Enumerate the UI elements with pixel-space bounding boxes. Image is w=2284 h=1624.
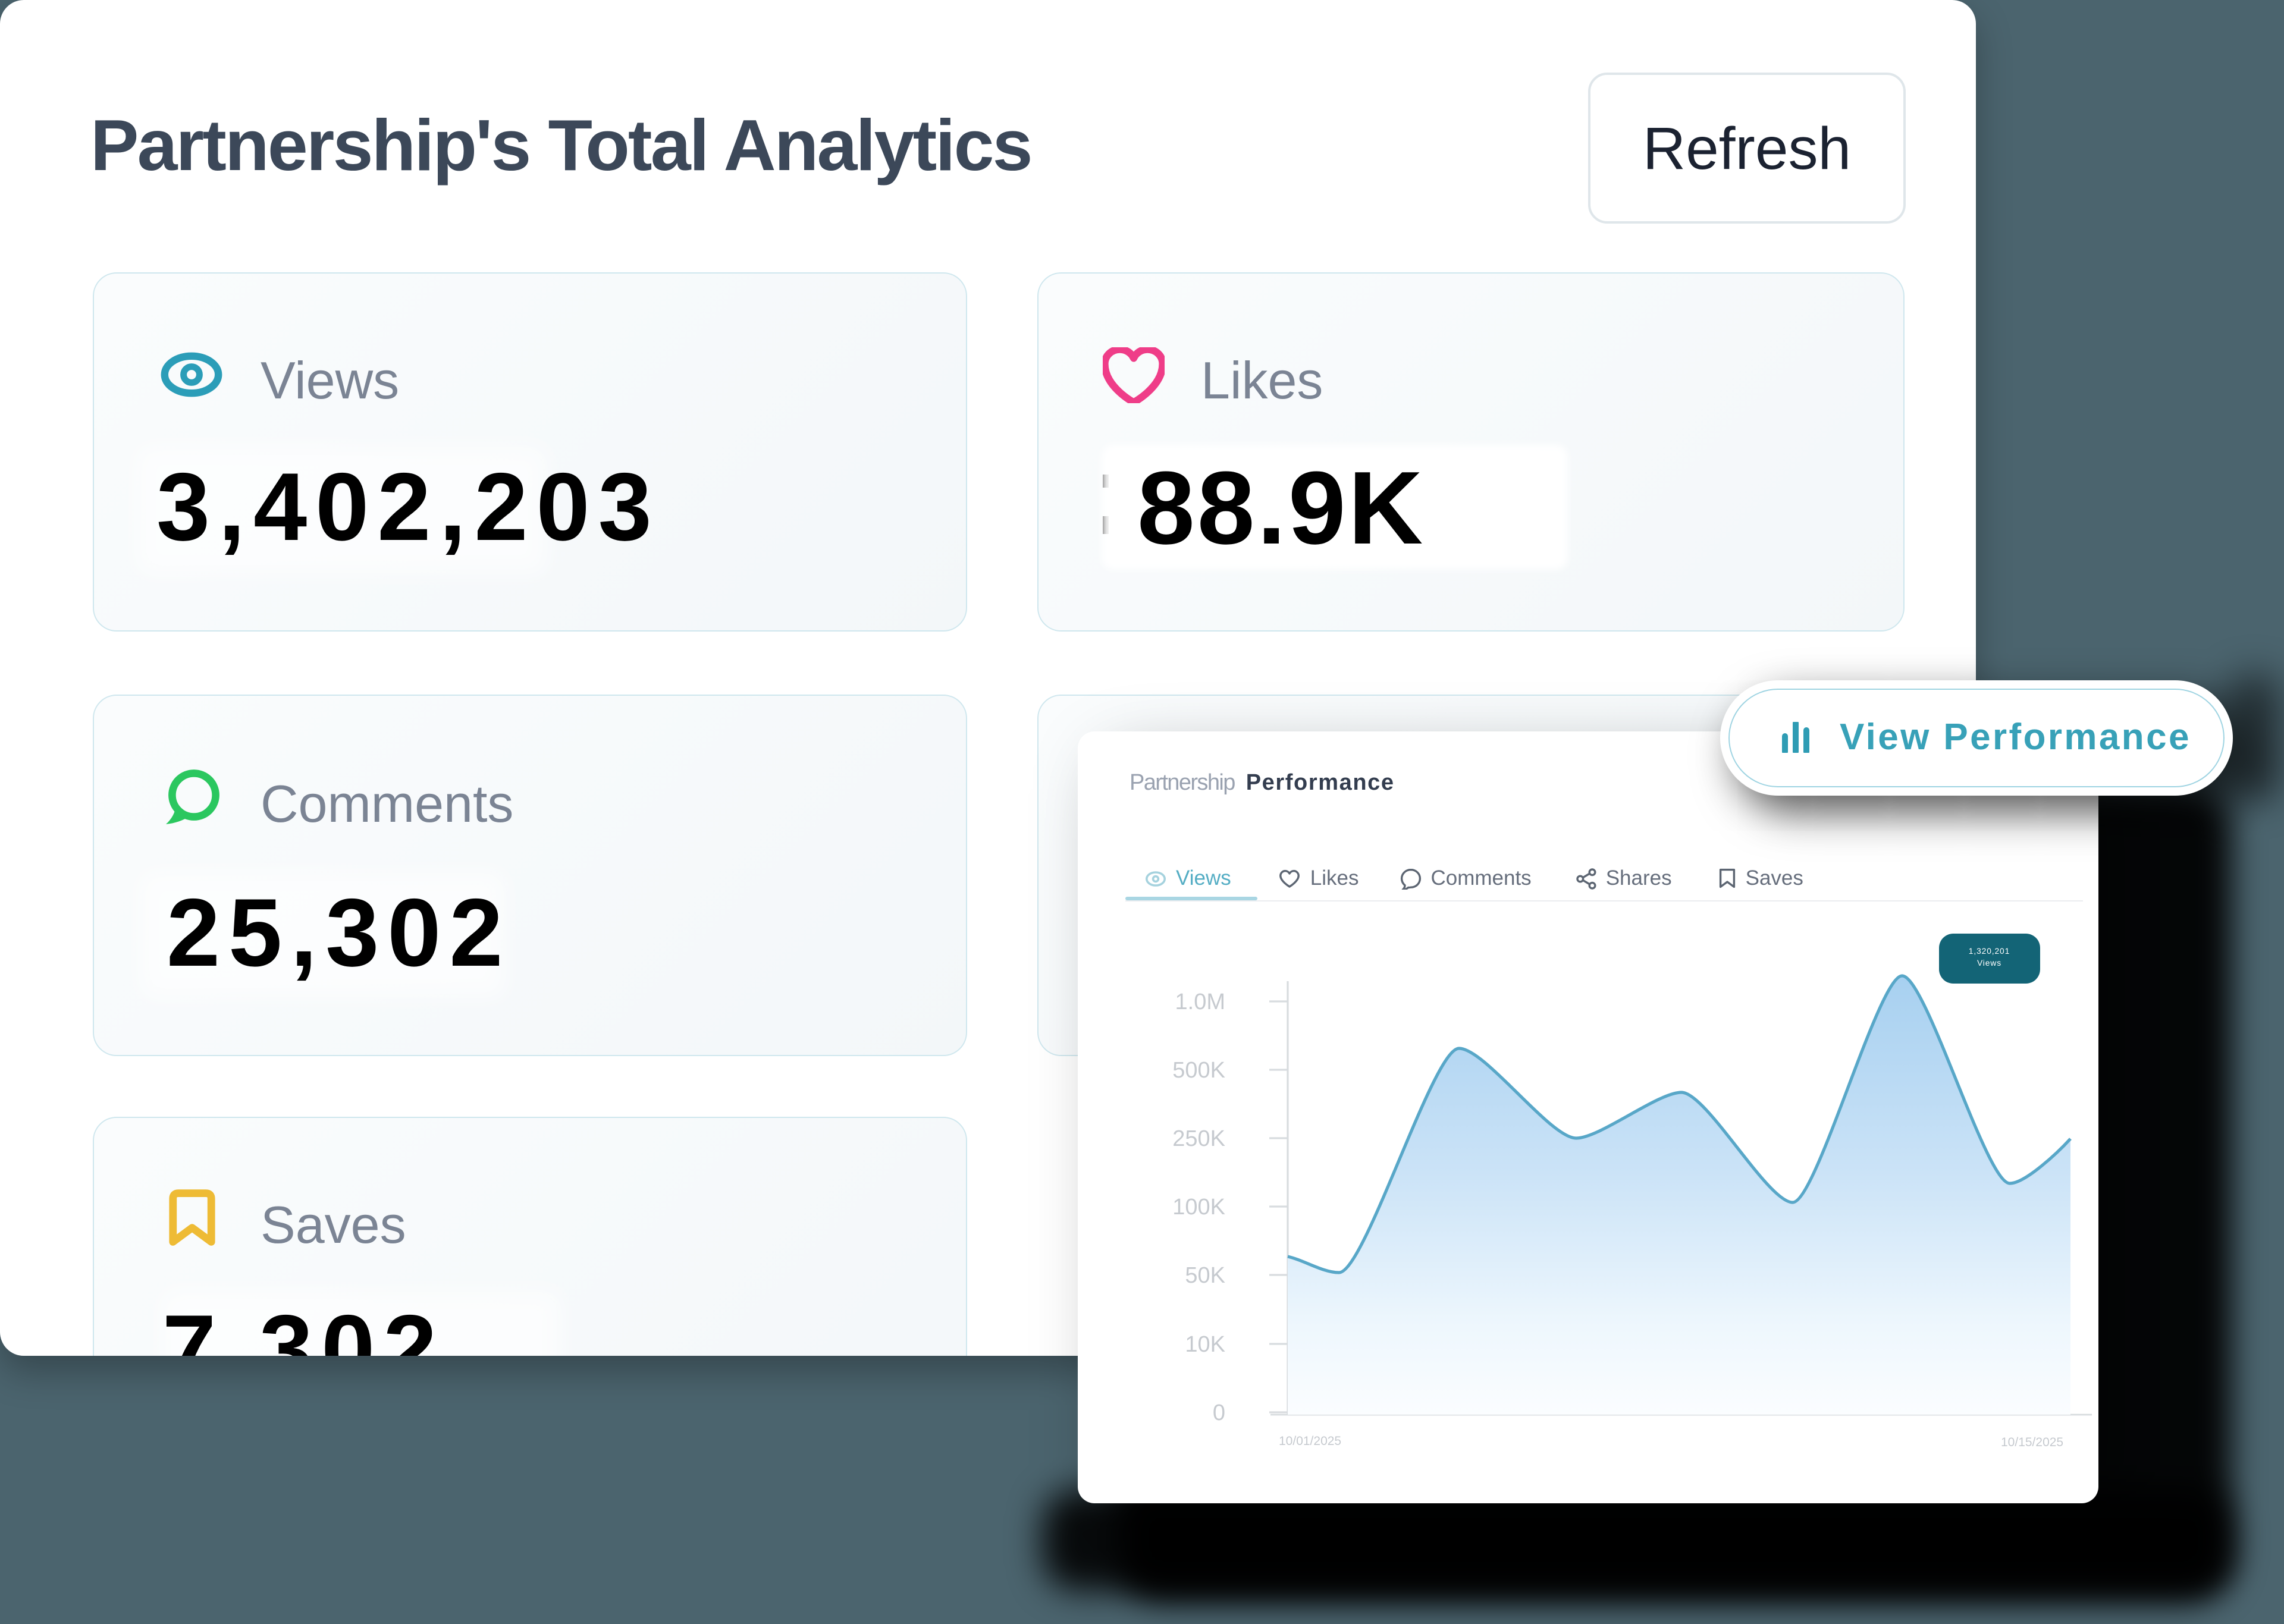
- svg-text:50K: 50K: [1185, 1262, 1225, 1287]
- svg-text:0: 0: [1213, 1400, 1225, 1425]
- svg-text:250K: 250K: [1172, 1126, 1225, 1151]
- svg-text:10K: 10K: [1185, 1331, 1225, 1356]
- svg-text:100K: 100K: [1172, 1194, 1225, 1219]
- svg-text:1.0M: 1.0M: [1175, 989, 1225, 1014]
- svg-text:500K: 500K: [1172, 1057, 1225, 1082]
